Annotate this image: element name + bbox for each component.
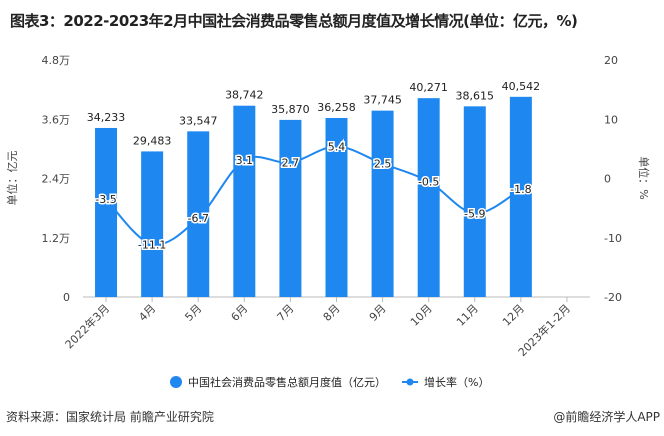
bar [233,105,256,298]
legend-bar-marker [170,376,182,388]
growth-line [105,145,522,246]
legend-line-label: 增长率（%） [424,375,489,389]
line-data-label: 2.7 [282,157,300,170]
x-tick-label: 11月 [454,302,481,329]
right-tick-label: 20 [604,54,618,67]
bar-data-label: 35,870 [271,103,310,116]
line-data-label: 2.5 [374,158,392,171]
bar-data-label: 37,745 [363,94,402,107]
x-tick-label: 9月 [367,302,389,324]
bar-data-label: 38,742 [225,89,264,102]
x-tick-label: 2022年3月 [62,301,112,351]
bar-data-label: 36,258 [317,101,356,114]
x-tick-label: 8月 [321,302,343,324]
bar [371,110,394,297]
bar-data-label: 33,547 [179,114,218,127]
left-axis-label: 单位：亿元 [5,151,19,206]
left-tick-label: 3.6万 [42,113,71,126]
line-data-label: 3.1 [236,154,254,167]
right-axis-label: 单位：% [637,156,651,199]
legend-line-dot [406,378,414,386]
left-tick-label: 2.4万 [42,173,71,186]
chart-title: 图表3：2022-2023年2月中国社会消费品零售总额月度值及增长情况(单位：亿… [10,12,578,30]
credit: @前瞻经济学人APP [553,410,660,424]
line-data-label: -5.9 [464,207,485,220]
bar [279,119,302,297]
bar [187,131,210,297]
bar-data-label: 29,483 [133,134,172,147]
legend-bar-label: 中国社会消费品零售总额月度值（亿元） [188,375,386,389]
right-tick-label: -10 [604,232,622,245]
bar-data-label: 40,542 [502,80,541,93]
line-data-label: 5.4 [328,141,346,154]
line-data-label: -0.5 [418,175,439,188]
bar [325,117,348,297]
bar [95,127,118,297]
line-data-label: -6.7 [187,212,208,225]
line-data-label: -3.5 [95,193,116,206]
left-tick-label: 4.8万 [42,54,71,67]
bar-data-label: 40,271 [409,81,448,94]
x-tick-label: 5月 [182,302,204,324]
bar [141,151,164,297]
right-tick-label: 0 [604,173,611,186]
x-tick-label: 10月 [408,302,435,329]
line-data-label: -11.1 [138,238,166,251]
line-data-label: -1.8 [510,183,531,196]
x-tick-label: 6月 [229,302,251,324]
source-note: 资料来源：国家统计局 前瞻产业研究院 [6,410,214,424]
left-tick-label: 1.2万 [42,232,71,245]
x-tick-label: 4月 [136,302,158,324]
bar [417,98,440,298]
right-tick-label: 10 [604,113,618,126]
bar [509,96,532,297]
x-tick-label: 7月 [275,302,297,324]
bar-data-label: 38,615 [456,89,495,102]
left-tick-label: 0 [63,291,70,304]
bar-data-label: 34,233 [87,111,126,124]
x-tick-label: 12月 [500,302,527,329]
right-tick-label: -20 [604,291,622,304]
bar [463,106,486,297]
